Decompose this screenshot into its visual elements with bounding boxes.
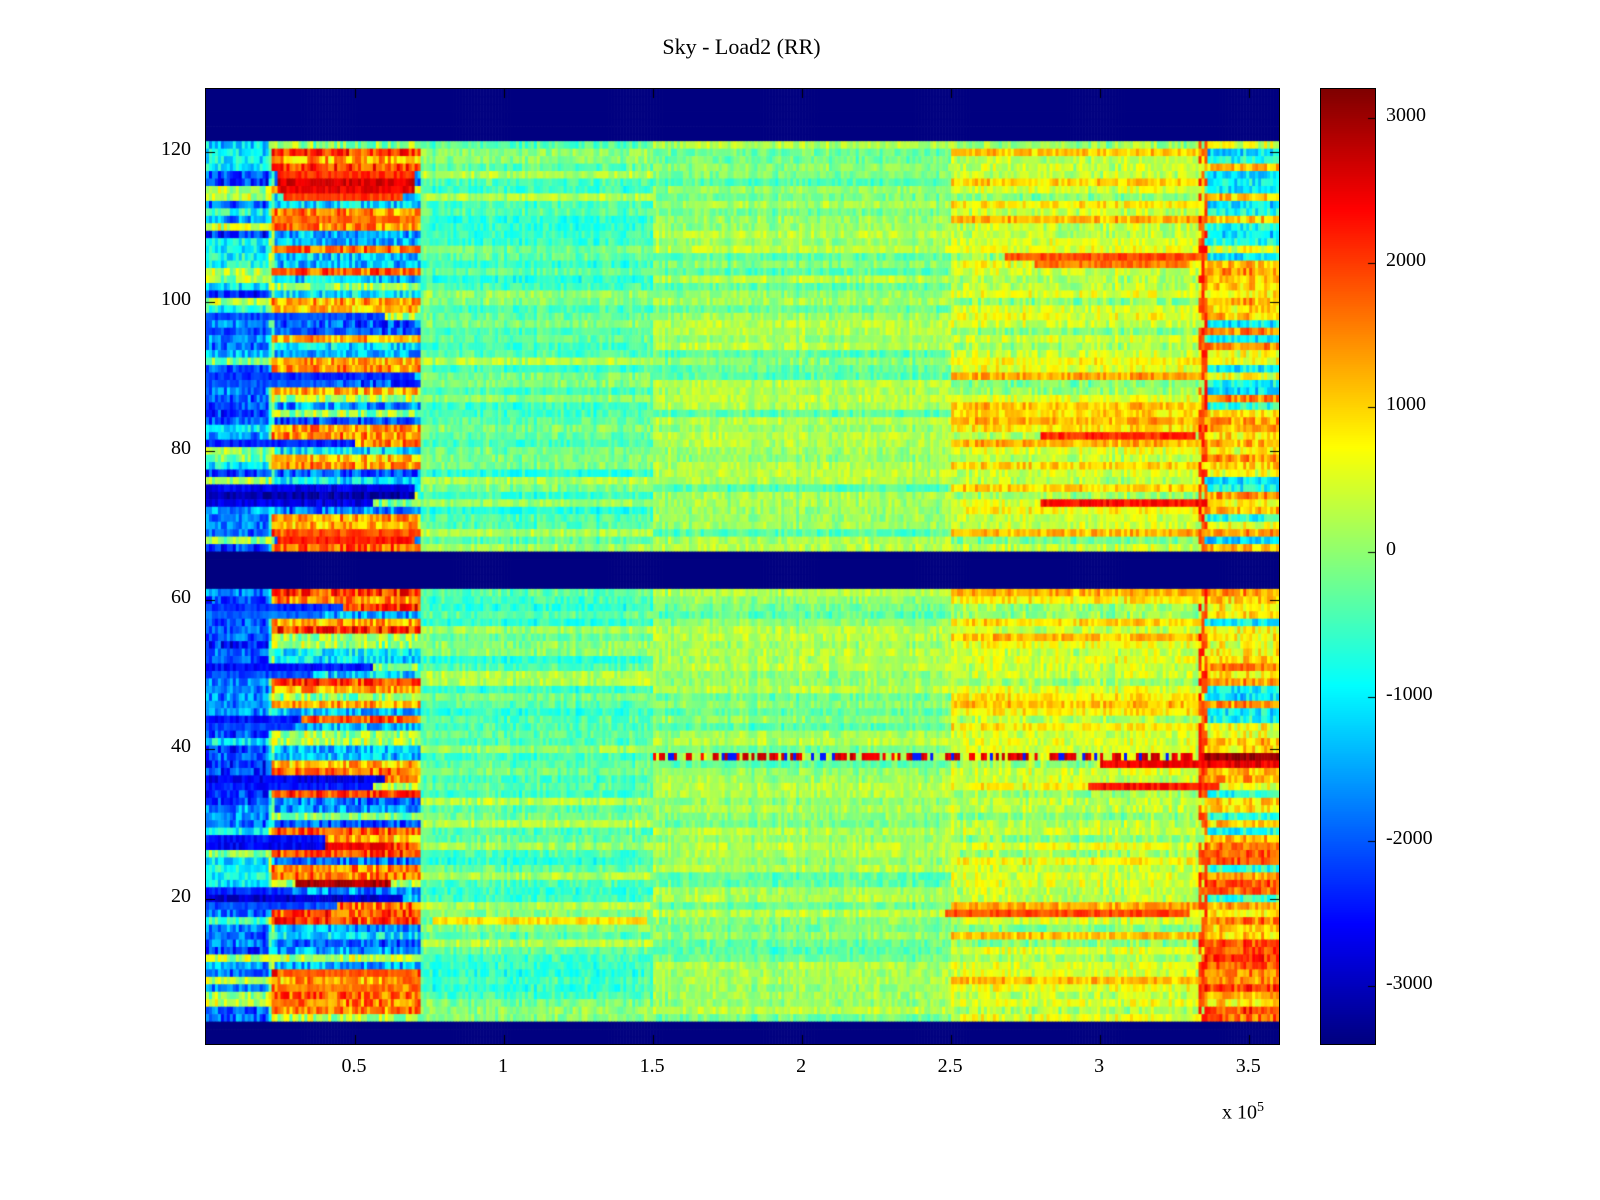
x-tick-label: 0.5 bbox=[341, 1055, 367, 1077]
heatmap-canvas bbox=[205, 88, 1280, 1045]
y-tick-label: 20 bbox=[171, 884, 191, 907]
colorbar-tick-label: -3000 bbox=[1386, 972, 1433, 995]
colorbar-tick-label: 1000 bbox=[1386, 393, 1426, 416]
y-tick-label: 120 bbox=[161, 138, 191, 161]
colorbar-canvas bbox=[1320, 88, 1376, 1045]
y-tick-label: 80 bbox=[171, 436, 191, 459]
chart-title: Sky - Load2 (RR) bbox=[662, 34, 821, 59]
x-exponent-power: 5 bbox=[1257, 1100, 1264, 1115]
y-tick-label: 60 bbox=[171, 586, 191, 609]
colorbar-tick-label: 0 bbox=[1386, 538, 1396, 561]
x-tick-label: 2.5 bbox=[937, 1055, 963, 1077]
x-axis-exponent: x 105 bbox=[1222, 1100, 1264, 1125]
x-exponent-base: x 10 bbox=[1222, 1101, 1257, 1124]
y-tick-label: 40 bbox=[171, 735, 191, 758]
x-tick-label: 3 bbox=[1094, 1055, 1105, 1077]
x-tick-label: 1.5 bbox=[639, 1055, 665, 1077]
colorbar-tick-label: 3000 bbox=[1386, 103, 1426, 126]
colorbar-tick-label: 2000 bbox=[1386, 248, 1426, 271]
colorbar-tick-label: -1000 bbox=[1386, 682, 1433, 705]
x-tick-label: 1 bbox=[498, 1055, 509, 1077]
x-tick-label: 3.5 bbox=[1235, 1055, 1261, 1077]
x-tick-label: 2 bbox=[796, 1055, 807, 1077]
colorbar-tick-label: -2000 bbox=[1386, 827, 1433, 850]
y-tick-label: 100 bbox=[161, 287, 191, 310]
